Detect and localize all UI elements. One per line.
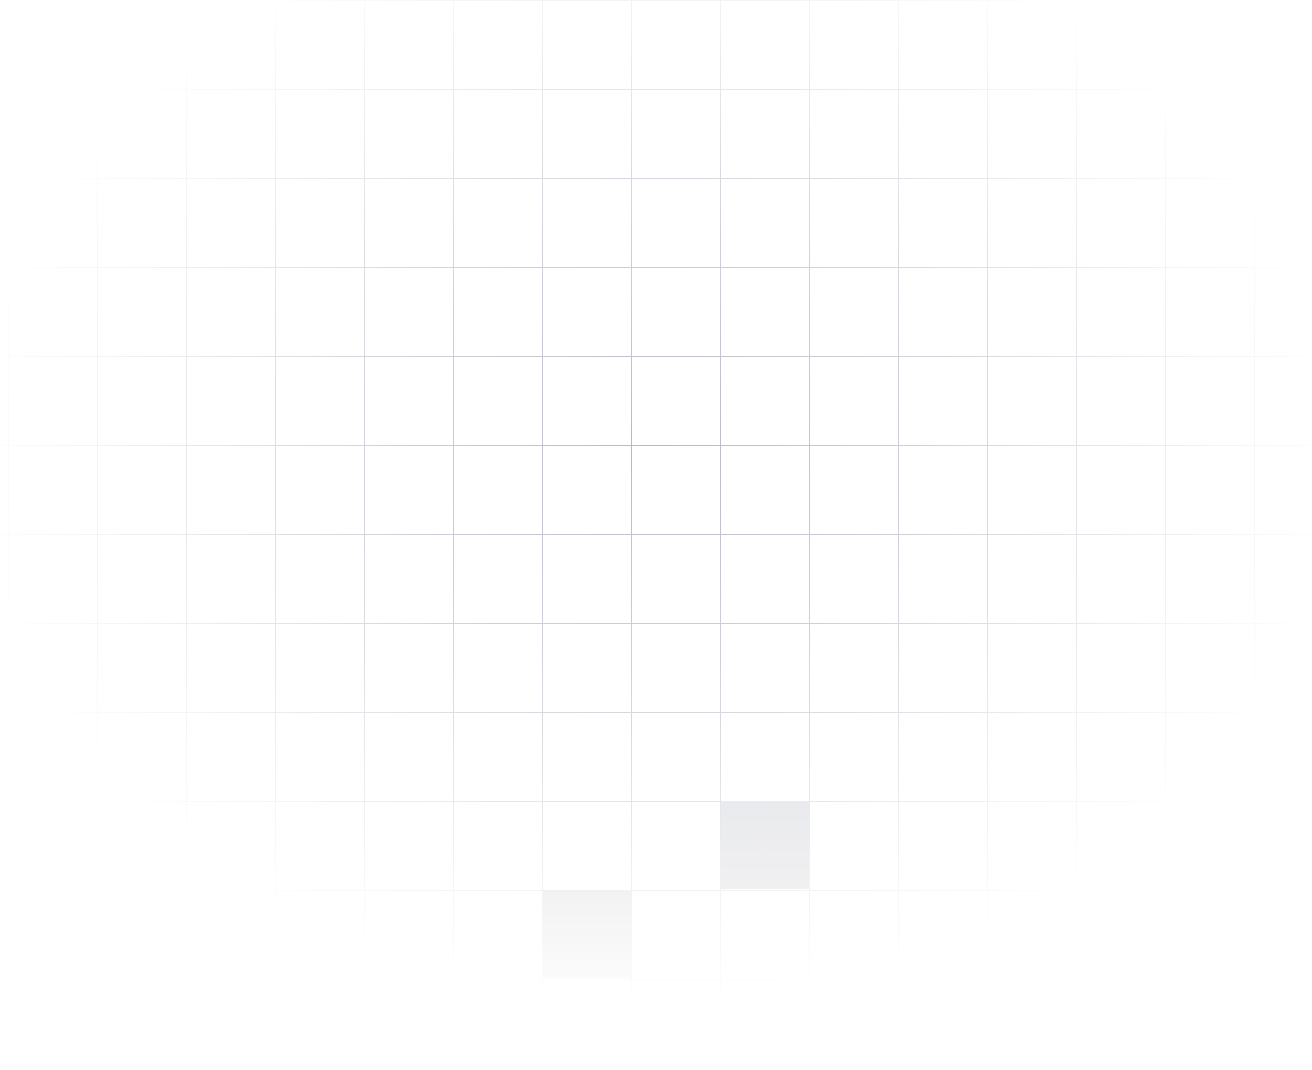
highlighted-grid-cell [721,801,809,889]
highlighted-grid-cell [543,890,631,978]
